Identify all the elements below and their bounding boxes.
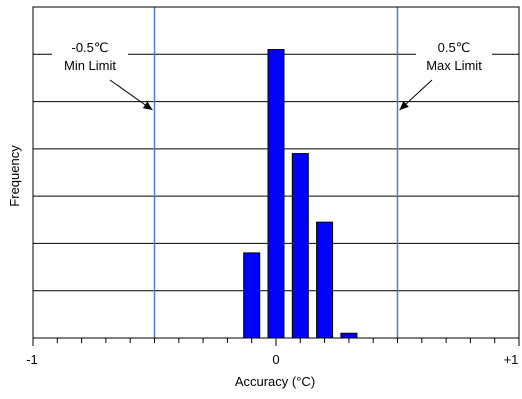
bars (243, 49, 358, 339)
limit-name-label: Min Limit (64, 58, 116, 73)
limit-name-label: Max Limit (426, 58, 482, 73)
limit-annotations: -0.5℃ Min Limit 0.5℃ Max Limit (52, 36, 492, 111)
limit-arrowhead (399, 100, 409, 110)
x-tick-label: +1 (504, 352, 519, 367)
limit-label-background (416, 36, 492, 76)
x-ticks: -1 0 +1 (26, 338, 520, 367)
x-tick-label: 0 (272, 352, 279, 367)
limit-value-label: -0.5℃ (71, 40, 108, 55)
x-tick-label: -1 (26, 352, 38, 367)
limit-arrowhead (142, 101, 153, 110)
histogram-bar (291, 153, 309, 339)
histogram-bar (267, 49, 285, 339)
y-axis-label: Frequency (7, 145, 22, 207)
histogram-bar (316, 221, 334, 339)
x-axis-label: Accuracy (°C) (235, 374, 315, 389)
limit-lines (153, 7, 399, 338)
histogram-bar (340, 332, 358, 339)
limit-value-label: 0.5℃ (438, 40, 471, 55)
histogram-bar (243, 252, 261, 339)
limit-label-background (52, 36, 128, 76)
